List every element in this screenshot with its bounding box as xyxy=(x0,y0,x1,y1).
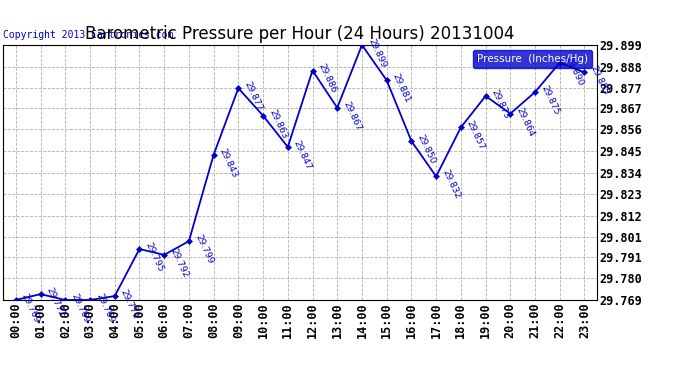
Legend: Pressure  (Inches/Hg): Pressure (Inches/Hg) xyxy=(473,50,591,68)
Text: 29.867: 29.867 xyxy=(342,100,363,132)
Text: 29.864: 29.864 xyxy=(515,106,536,138)
Text: 29.771: 29.771 xyxy=(119,288,140,321)
Text: 29.857: 29.857 xyxy=(465,119,486,152)
Title: Barometric Pressure per Hour (24 Hours) 20131004: Barometric Pressure per Hour (24 Hours) … xyxy=(86,26,515,44)
Text: 29.881: 29.881 xyxy=(391,72,413,105)
Text: 29.886: 29.886 xyxy=(317,63,338,95)
Text: 29.795: 29.795 xyxy=(144,241,165,273)
Text: 29.832: 29.832 xyxy=(440,168,462,201)
Text: 29.850: 29.850 xyxy=(415,133,437,165)
Text: 29.863: 29.863 xyxy=(267,108,288,140)
Text: 29.847: 29.847 xyxy=(292,139,313,171)
Text: 29.875: 29.875 xyxy=(539,84,561,117)
Text: 29.769: 29.769 xyxy=(20,292,41,324)
Text: 29.769: 29.769 xyxy=(94,292,116,324)
Text: 29.772: 29.772 xyxy=(45,286,66,318)
Text: 29.792: 29.792 xyxy=(168,247,190,279)
Text: 29.769: 29.769 xyxy=(70,292,91,324)
Text: 29.877: 29.877 xyxy=(242,80,264,112)
Text: 29.899: 29.899 xyxy=(366,37,388,69)
Text: 29.890: 29.890 xyxy=(564,55,585,87)
Text: 29.885: 29.885 xyxy=(589,64,610,97)
Text: 29.873: 29.873 xyxy=(490,88,511,120)
Text: 29.843: 29.843 xyxy=(218,147,239,179)
Text: Copyright 2013 Cartronics.com: Copyright 2013 Cartronics.com xyxy=(3,30,174,40)
Text: 29.799: 29.799 xyxy=(193,233,215,266)
